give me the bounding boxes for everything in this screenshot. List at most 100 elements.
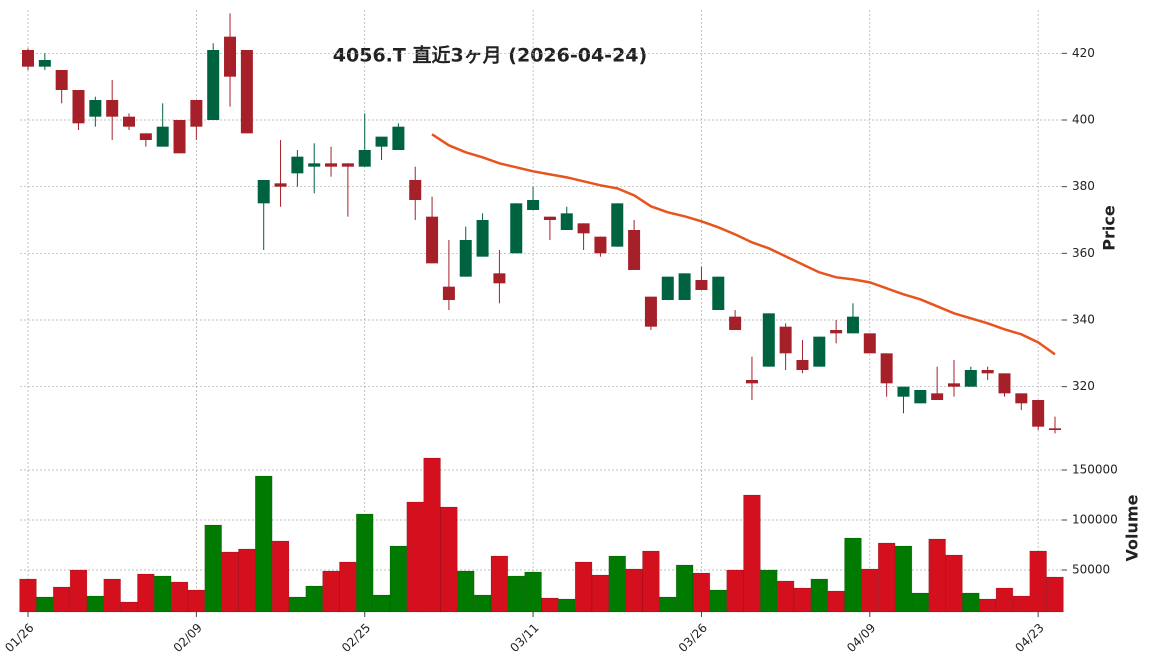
candle-body: [442, 286, 455, 300]
volume-bar: [69, 569, 88, 613]
candle-body: [1015, 393, 1028, 404]
volume-bar: [793, 587, 812, 613]
candle-body: [139, 133, 152, 140]
candle-body: [611, 203, 624, 247]
candle-body: [914, 390, 927, 404]
y-tick-label: 420: [1072, 46, 1095, 60]
volume-bar: [692, 572, 711, 613]
volume-bar: [659, 596, 677, 613]
candle-body: [1049, 428, 1061, 430]
candle-body: [644, 296, 657, 327]
volume-bar: [103, 578, 121, 613]
volume-bar: [305, 585, 323, 613]
candle-body: [1032, 400, 1045, 427]
volume-bar: [995, 587, 1014, 613]
volume-bar: [221, 551, 239, 613]
candle-body: [863, 333, 876, 354]
candle-body: [880, 353, 893, 384]
x-tick-label: 02/25: [339, 621, 373, 655]
candle-body: [678, 273, 691, 300]
volume-bar: [844, 537, 862, 613]
candle-body: [291, 156, 304, 174]
volume-bar: [743, 494, 761, 613]
volume-bar: [776, 580, 795, 613]
volume-bar: [507, 575, 525, 613]
y-tick-label: 340: [1072, 313, 1095, 327]
candle-body: [527, 200, 540, 210]
candle-body: [123, 116, 136, 127]
candle-body: [510, 203, 523, 254]
candle-body: [796, 360, 809, 370]
volume-bar: [726, 569, 744, 613]
volume-bar: [170, 581, 189, 613]
candle-body: [729, 316, 742, 330]
volume-bar: [675, 564, 694, 613]
candle-body: [274, 183, 287, 187]
candle-body: [409, 180, 422, 200]
y-tick-label: 360: [1072, 246, 1095, 260]
volume-bar: [760, 569, 778, 613]
volume-bar: [339, 561, 357, 613]
volume-bar: [962, 592, 980, 613]
candle-body: [594, 236, 607, 254]
volume-bar: [490, 555, 509, 613]
volume-bar: [709, 589, 727, 613]
volume-bar: [1029, 550, 1047, 613]
moving-average-line: [431, 133, 1056, 356]
candle-body: [325, 163, 338, 167]
candle-body: [240, 50, 253, 134]
volume-tick-label: 150000: [1072, 463, 1118, 477]
volume-bar: [473, 594, 492, 613]
candle-body: [947, 383, 960, 387]
candle-body: [577, 223, 590, 234]
candle-body: [22, 50, 34, 67]
volume-bar: [945, 554, 963, 613]
volume-bar: [187, 589, 206, 613]
candle-body: [476, 220, 489, 257]
volume-bar: [642, 550, 660, 613]
volume-bar: [457, 570, 475, 613]
candle-body: [695, 280, 708, 290]
candle-body: [257, 180, 270, 204]
x-tick-label: 03/11: [507, 621, 541, 655]
y-tick-label: 380: [1072, 179, 1095, 193]
volume-bar: [120, 601, 138, 613]
candle-body: [762, 313, 775, 367]
candle-body: [392, 126, 405, 150]
volume-bar: [861, 568, 879, 613]
volume-bar: [423, 457, 441, 613]
candle-body: [38, 60, 51, 67]
candle-body: [628, 230, 641, 270]
volume-bar: [911, 592, 929, 613]
candle-body: [224, 36, 237, 77]
volume-bar: [440, 506, 458, 613]
candle-body: [106, 100, 119, 117]
candle-body: [543, 216, 556, 220]
volume-bar: [154, 575, 172, 613]
volume-bar: [894, 545, 913, 613]
candle-body: [72, 90, 85, 124]
candle-body: [712, 276, 725, 310]
volume-axis-label: Volume: [1123, 494, 1142, 561]
volume-bar: [204, 524, 222, 613]
volume-bar: [541, 597, 559, 613]
volume-bar: [36, 596, 54, 613]
candle-body: [964, 370, 977, 387]
candle-body: [661, 276, 674, 300]
volume-bar: [978, 598, 997, 613]
volume-bar: [558, 598, 576, 613]
volume-bar: [238, 548, 256, 613]
y-axis-label: Price: [1100, 205, 1119, 251]
x-tick-label: 02/09: [171, 621, 205, 655]
candle-body: [55, 70, 68, 90]
volume-bar: [591, 574, 610, 613]
volume-tick-label: 100000: [1072, 513, 1118, 527]
volume-bar: [608, 555, 626, 613]
candle-body: [998, 373, 1011, 394]
volume-tick-label: 50000: [1072, 563, 1110, 577]
volume-bar: [271, 540, 290, 613]
volume-bar: [19, 578, 37, 613]
x-tick-label: 04/09: [844, 621, 878, 655]
candle-body: [779, 326, 792, 354]
